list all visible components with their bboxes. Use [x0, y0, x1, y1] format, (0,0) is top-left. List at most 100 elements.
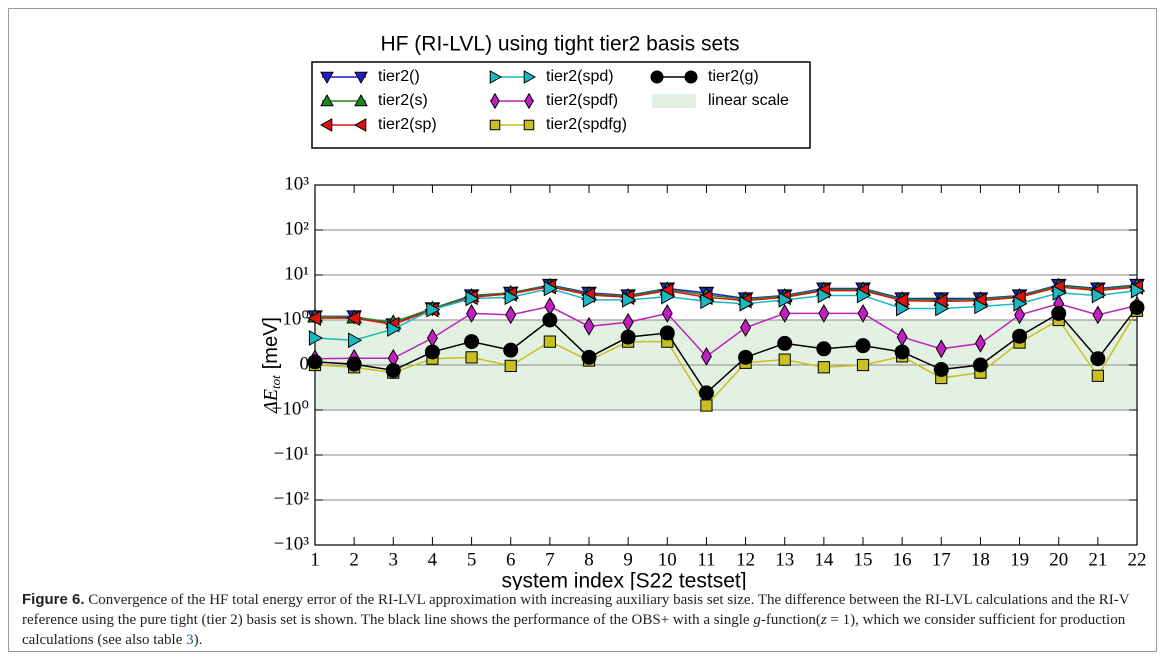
marker — [308, 330, 324, 346]
legend-label: tier2(spdfg) — [546, 116, 627, 133]
marker — [935, 339, 947, 359]
marker — [543, 280, 558, 297]
marker — [1091, 287, 1106, 304]
legend-box — [311, 61, 811, 149]
y-tick-label: 10¹ — [284, 263, 309, 284]
marker — [543, 335, 556, 348]
y-tick-label: −10¹ — [274, 443, 310, 464]
marker — [818, 304, 830, 323]
marker — [661, 304, 673, 323]
legend-label: linear scale — [708, 92, 789, 109]
marker — [465, 351, 478, 364]
series-line — [314, 310, 1138, 407]
figure-frame — [8, 8, 1157, 652]
marker — [896, 300, 911, 317]
marker — [504, 359, 517, 372]
marker — [424, 344, 440, 360]
x-tick-label: 20 — [1049, 549, 1068, 570]
x-tick-label: 12 — [736, 549, 755, 570]
caption-label: Figure 6. — [22, 591, 85, 608]
legend-marker — [354, 93, 368, 107]
y-label-sub: tot — [268, 375, 283, 389]
marker — [466, 304, 478, 323]
marker — [504, 289, 519, 306]
y-axis-label: ΔEtot [meV] — [260, 317, 283, 414]
marker — [816, 341, 832, 357]
marker — [739, 295, 754, 312]
marker — [306, 310, 322, 326]
marker — [700, 347, 712, 366]
marker — [307, 354, 323, 370]
y-tick-label: −10² — [274, 488, 310, 509]
marker — [738, 349, 754, 365]
x-tick-label: 5 — [467, 549, 477, 570]
legend-label: tier2(spd) — [546, 68, 614, 85]
marker — [659, 325, 675, 341]
legend-label: tier2(g) — [708, 68, 759, 85]
x-tick-label: 3 — [389, 549, 399, 570]
y-tick-label: 10⁰ — [282, 308, 309, 329]
chart: HF (RI-LVL) using tight tier2 basis sets… — [260, 33, 1147, 590]
marker — [346, 310, 361, 326]
marker — [503, 342, 519, 358]
y-tick-label: 10² — [284, 218, 309, 239]
x-tick-label: 15 — [854, 549, 873, 570]
legend-marker — [354, 71, 368, 85]
marker — [856, 287, 872, 304]
marker — [1091, 369, 1104, 382]
marker — [582, 292, 598, 308]
series-line — [314, 302, 1138, 360]
legend-swatch — [652, 94, 696, 108]
caption-italic: z — [820, 612, 827, 628]
legend-marker — [523, 70, 537, 84]
marker — [661, 288, 676, 305]
y-label-main: ΔE — [260, 389, 282, 414]
marker — [855, 338, 871, 354]
caption-text: -function( — [760, 612, 821, 628]
legend-label: tier2(sp) — [378, 116, 437, 133]
x-tick-label: 18 — [971, 549, 990, 570]
x-tick-label: 9 — [623, 549, 633, 570]
legend-marker — [490, 92, 500, 110]
x-tick-label: 21 — [1088, 549, 1107, 570]
caption-italic: g — [753, 612, 761, 628]
marker — [581, 349, 597, 365]
y-tick-label: 10³ — [284, 173, 309, 194]
caption-text: = 1), which we consider sufficient for p… — [22, 612, 1126, 648]
legend-label: tier2(spdf) — [546, 92, 618, 109]
legend-marker — [650, 70, 664, 84]
marker — [583, 316, 595, 336]
marker — [778, 353, 791, 366]
legend-marker — [489, 119, 501, 131]
legend-marker — [320, 93, 334, 107]
y-tick-label: −10⁰ — [272, 398, 309, 419]
legend-marker — [684, 70, 698, 84]
x-tick-label: 8 — [584, 549, 594, 570]
x-tick-label: 19 — [1010, 549, 1029, 570]
caption-ref[interactable]: 3 — [186, 632, 194, 648]
y-tick-label: −10³ — [274, 533, 310, 554]
legend-marker — [489, 70, 503, 84]
marker — [346, 356, 362, 372]
x-tick-label: 14 — [814, 549, 834, 570]
x-tick-label: 7 — [545, 549, 555, 570]
y-tick-label: 0 — [300, 353, 310, 374]
marker — [777, 335, 793, 351]
x-tick-label: 1 — [310, 549, 320, 570]
marker — [935, 300, 950, 317]
marker — [1090, 351, 1106, 367]
legend-marker — [523, 119, 535, 131]
marker — [894, 344, 910, 360]
x-tick-label: 2 — [349, 549, 359, 570]
x-tick-label: 22 — [1128, 549, 1147, 570]
marker — [700, 399, 713, 412]
marker — [620, 329, 636, 345]
marker — [857, 304, 869, 323]
marker — [465, 290, 480, 307]
marker — [933, 362, 949, 377]
marker — [817, 287, 832, 304]
marker — [1051, 305, 1067, 321]
chart-title: HF (RI-LVL) using tight tier2 basis sets — [380, 33, 739, 56]
marker — [464, 334, 480, 350]
x-tick-label: 13 — [775, 549, 794, 570]
